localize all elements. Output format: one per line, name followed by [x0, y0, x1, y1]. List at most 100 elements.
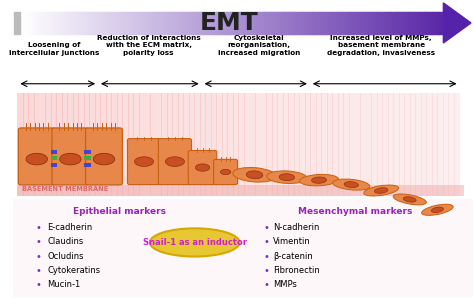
Ellipse shape [60, 153, 81, 165]
Bar [136, 12, 139, 34]
Bar [240, 12, 244, 34]
Bar [89, 93, 96, 196]
Bar [91, 12, 94, 34]
Ellipse shape [344, 182, 358, 187]
Bar [308, 12, 311, 34]
Bar [218, 12, 221, 34]
Text: Claudins: Claudins [47, 238, 83, 246]
Bar [28, 93, 35, 196]
Bar [155, 12, 159, 34]
Ellipse shape [279, 174, 294, 181]
Bar [371, 93, 377, 196]
Text: Mesenchymal markers: Mesenchymal markers [298, 207, 413, 216]
Bar [325, 12, 328, 34]
Text: •: • [36, 252, 42, 262]
Bar [229, 12, 232, 34]
Bar [200, 93, 206, 196]
Bar [362, 12, 365, 34]
Bar [339, 12, 343, 34]
Bar [381, 12, 385, 34]
Bar [316, 93, 322, 196]
Bar [194, 93, 201, 196]
Bar [223, 12, 227, 34]
Ellipse shape [150, 228, 240, 257]
Bar [51, 93, 57, 196]
Bar [327, 93, 333, 196]
Bar [350, 12, 354, 34]
Bar [257, 12, 261, 34]
Bar [283, 93, 289, 196]
Bar [36, 12, 40, 34]
FancyBboxPatch shape [188, 150, 217, 184]
Ellipse shape [393, 194, 426, 205]
Bar [113, 12, 117, 34]
Bar [302, 12, 306, 34]
Bar [310, 93, 317, 196]
Bar [421, 93, 427, 196]
Text: •: • [264, 238, 270, 247]
Bar [382, 93, 389, 196]
Bar [378, 12, 382, 34]
Text: Cytokeratins: Cytokeratins [47, 266, 100, 275]
Bar [39, 93, 46, 196]
Text: Fibronectin: Fibronectin [273, 266, 320, 275]
Text: Mucin-1: Mucin-1 [47, 280, 81, 289]
Bar [404, 12, 408, 34]
Bar [384, 12, 388, 34]
FancyBboxPatch shape [18, 128, 55, 185]
Bar [118, 12, 122, 34]
Bar [432, 93, 438, 196]
Text: •: • [36, 238, 42, 247]
Bar [18, 93, 24, 196]
Bar [23, 12, 26, 34]
Bar [121, 12, 125, 34]
Bar [332, 93, 339, 196]
Bar [79, 12, 83, 34]
Polygon shape [443, 3, 471, 43]
Bar [178, 93, 184, 196]
Bar [65, 12, 69, 34]
Bar [333, 12, 337, 34]
Bar [234, 12, 238, 34]
Bar [355, 93, 361, 196]
Bar [288, 12, 292, 34]
Bar [147, 12, 151, 34]
Bar [349, 93, 356, 196]
Bar [104, 12, 108, 34]
Bar [288, 93, 295, 196]
Bar [51, 150, 57, 154]
Bar [248, 12, 252, 34]
Bar [99, 12, 102, 34]
FancyBboxPatch shape [214, 159, 237, 184]
Bar [192, 12, 196, 34]
Bar [246, 12, 249, 34]
Text: Increased level of MMPs,
basement membrane
degradation, invasiveness: Increased level of MMPs, basement membra… [327, 35, 435, 55]
Bar [45, 12, 49, 34]
Bar [39, 12, 43, 34]
FancyBboxPatch shape [128, 139, 161, 184]
Bar [73, 12, 77, 34]
Bar [84, 163, 91, 167]
Bar [26, 12, 29, 34]
Bar [222, 93, 228, 196]
Bar [67, 93, 73, 196]
Bar [183, 93, 190, 196]
Bar [338, 93, 345, 196]
Bar [209, 12, 213, 34]
Bar [59, 12, 63, 34]
Bar [189, 12, 193, 34]
Bar [427, 12, 430, 34]
Bar [370, 12, 374, 34]
Bar [31, 12, 35, 34]
Text: Ocludins: Ocludins [47, 252, 84, 261]
Bar [122, 93, 129, 196]
Bar [407, 12, 410, 34]
Text: •: • [264, 266, 270, 276]
Bar [128, 93, 135, 196]
FancyBboxPatch shape [158, 139, 191, 184]
Bar [344, 93, 350, 196]
Bar [51, 12, 55, 34]
Bar [448, 93, 455, 196]
Bar [144, 12, 148, 34]
Bar [454, 93, 460, 196]
